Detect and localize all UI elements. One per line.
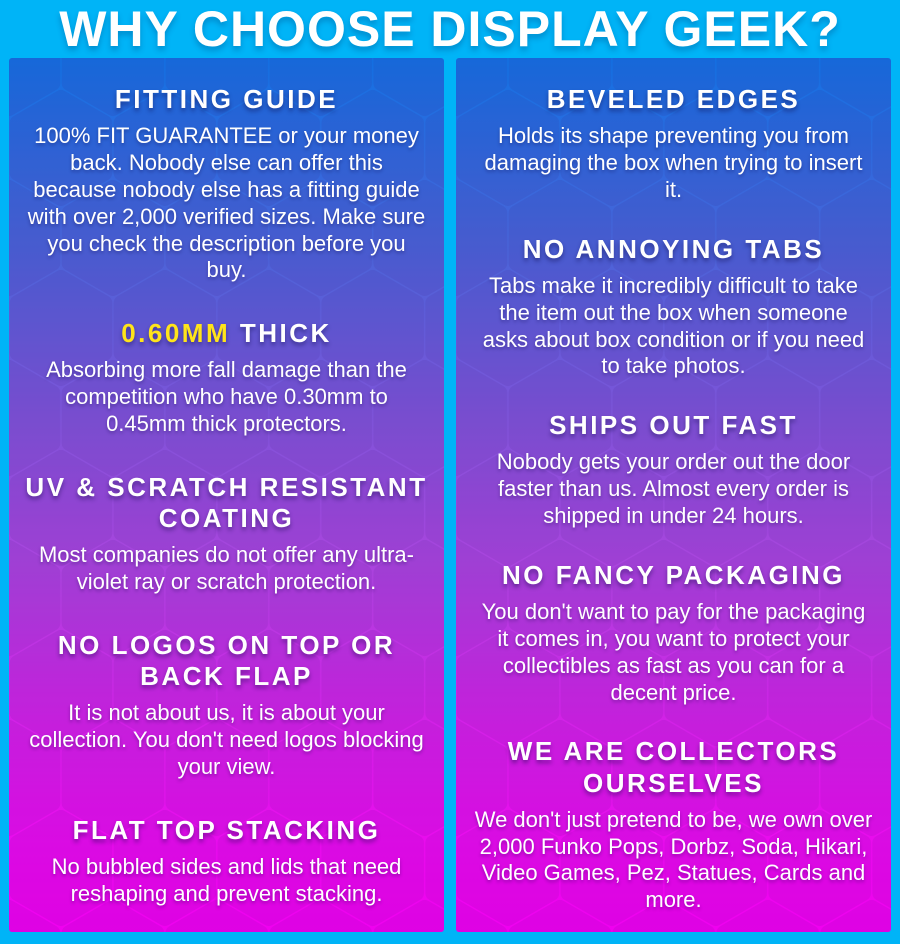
feature-body: Most companies do not offer any ultra-vi… [38, 542, 414, 595]
feature-heading: BEVELED EDGES [546, 84, 801, 114]
feature-beveled-edges: BEVELED EDGES Holds its shape preventing… [470, 84, 877, 204]
feature-heading: SHIPS OUT FAST [549, 410, 798, 441]
thickness-highlight: 0.60MM [121, 318, 231, 349]
feature-no-logos: NO LOGOS ON TOP OR BACK FLAP It is not a… [23, 630, 430, 781]
feature-heading: 0.60MM THICK [23, 318, 430, 349]
feature-flat-top-stacking: FLAT TOP STACKING No bubbled sides and l… [23, 815, 430, 908]
feature-ships-out-fast: SHIPS OUT FAST Nobody gets your order ou… [470, 410, 877, 530]
feature-heading: FITTING GUIDE [114, 84, 339, 114]
feature-no-fancy-packaging: NO FANCY PACKAGING You don't want to pay… [470, 560, 877, 707]
feature-body: Absorbing more fall damage than the comp… [46, 357, 407, 436]
feature-heading: NO FANCY PACKAGING [501, 559, 846, 590]
feature-heading: WE ARE COLLECTORS OURSELVES [507, 736, 840, 798]
feature-body: Holds its shape preventing you from dama… [484, 123, 863, 202]
feature-uv-scratch-coating: UV & SCRATCH RESISTANT COATING Most comp… [23, 472, 430, 596]
feature-body: Tabs make it incredibly difficult to tak… [482, 272, 865, 379]
feature-thickness: 0.60MM THICK Absorbing more fall damage … [23, 318, 430, 438]
feature-heading: UV & SCRATCH RESISTANT COATING [25, 471, 428, 534]
page-title: WHY CHOOSE DISPLAY GEEK? [59, 1, 841, 57]
feature-heading: NO ANNOYING TABS [522, 233, 825, 264]
feature-heading: NO LOGOS ON TOP OR BACK FLAP [57, 629, 396, 692]
right-panel: BEVELED EDGES Holds its shape preventing… [456, 58, 891, 933]
feature-heading: FLAT TOP STACKING [72, 814, 381, 845]
left-sections: FITTING GUIDE 100% FIT GUARANTEE or your… [9, 58, 444, 932]
right-sections: BEVELED EDGES Holds its shape preventing… [456, 58, 891, 932]
feature-body: Nobody gets your order out the door fast… [496, 449, 851, 529]
feature-body: 100% FIT GUARANTEE or your money back. N… [27, 123, 426, 283]
content-columns: FITTING GUIDE 100% FIT GUARANTEE or your… [0, 58, 900, 944]
header-banner: WHY CHOOSE DISPLAY GEEK? [0, 0, 900, 58]
left-panel: FITTING GUIDE 100% FIT GUARANTEE or your… [9, 58, 444, 933]
feature-body: We don't just pretend to be, we own over… [474, 806, 873, 913]
feature-body: It is not about us, it is about your col… [29, 700, 424, 779]
feature-fitting-guide: FITTING GUIDE 100% FIT GUARANTEE or your… [23, 84, 430, 284]
thickness-rest: THICK [230, 318, 332, 349]
feature-body: You don't want to pay for the packaging … [481, 599, 866, 705]
feature-no-annoying-tabs: NO ANNOYING TABS Tabs make it incredibly… [470, 234, 877, 381]
feature-we-are-collectors: WE ARE COLLECTORS OURSELVES We don't jus… [470, 736, 877, 914]
